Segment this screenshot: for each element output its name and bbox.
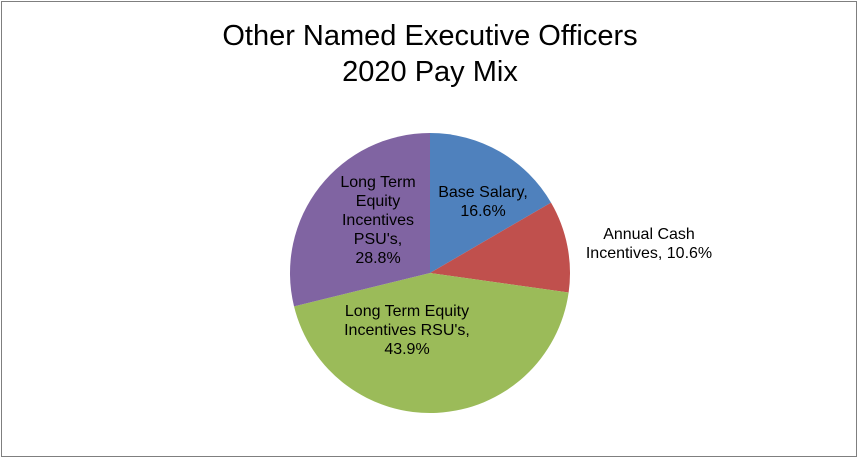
pie-slice-1	[430, 133, 552, 273]
pie-slice-label-line: 43.9%	[384, 341, 429, 358]
pie-slice-label-1: Base Salary, 16.6%	[438, 184, 528, 220]
pie-slice-label-line: Equity	[356, 193, 400, 210]
pie-slice-label-line: Incentives, 10.6%	[586, 245, 712, 262]
pie-slice-label-line: Annual Cash	[603, 226, 695, 243]
pie-slice-label-3: Long Term Equity Incentives RSU's, 43.9%	[344, 303, 470, 358]
pie-slice-4	[289, 133, 430, 307]
chart-title-line-1: Other Named Executive Officers	[222, 20, 638, 52]
pie-slice-label-line: Incentives	[342, 212, 414, 229]
chart-title: Other Named Executive Officers 2020 Pay …	[2, 18, 858, 90]
pie-slice-label-line: Base Salary,	[438, 184, 528, 201]
pie-slice-label-line: PSU's,	[354, 231, 402, 248]
pie-slice-label-line: 16.6%	[460, 203, 505, 220]
pie-slice-label-2: Annual Cash Incentives, 10.6%	[586, 226, 712, 262]
pie-slice-2	[430, 202, 570, 293]
chart-title-line-2: 2020 Pay Mix	[342, 56, 518, 88]
pie-slice-3	[294, 273, 569, 414]
pie-slice-label-4: Long Term Equity Incentives PSU's, 28.8%	[340, 174, 415, 267]
pie-slice-label-line: Incentives RSU's,	[344, 322, 470, 339]
pie-slice-label-line: 28.8%	[355, 250, 400, 267]
pie-slice-label-line: Long Term Equity	[345, 303, 469, 320]
pie-slice-label-line: Long Term	[340, 174, 415, 191]
